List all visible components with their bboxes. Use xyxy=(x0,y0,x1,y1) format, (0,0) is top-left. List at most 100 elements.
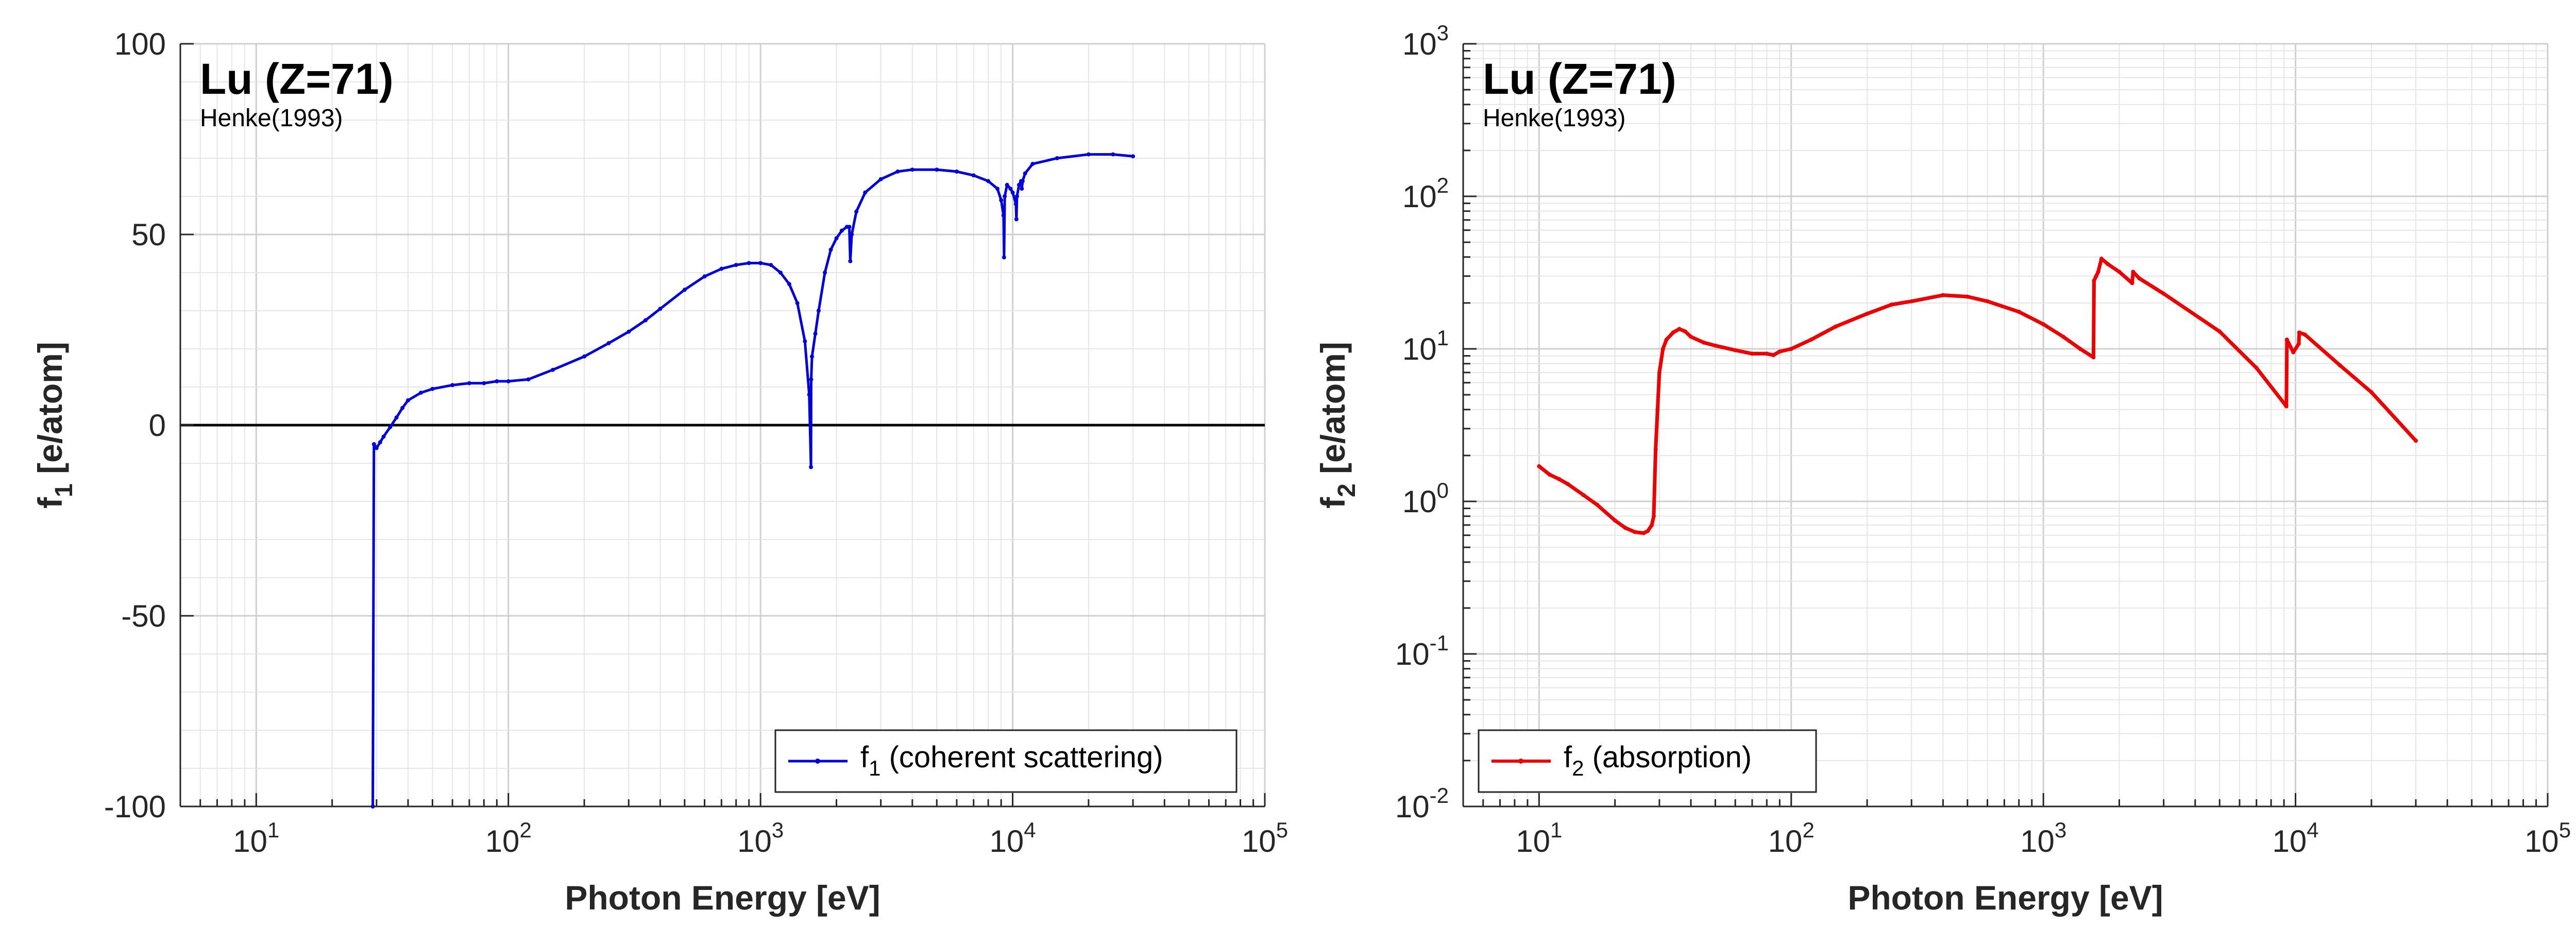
chart-1-x-tick-label-exponent: 2 xyxy=(519,818,531,842)
chart-1-x-tick-label-base: 10 xyxy=(1242,824,1276,859)
chart-2-y-tick-label: 102 xyxy=(1402,173,1449,214)
chart-1-data-point xyxy=(803,339,807,344)
chart-1-data-point xyxy=(450,383,455,388)
chart-1-data-point xyxy=(419,391,423,395)
chart-1-data-point xyxy=(1055,156,1059,160)
chart-2-data-point xyxy=(2284,404,2289,409)
chart-2-data-point xyxy=(1623,526,1628,530)
chart-2-data-point xyxy=(1613,518,1617,523)
chart-1-x-tick-label-exponent: 3 xyxy=(772,818,784,842)
chart-1-data-point xyxy=(682,288,687,292)
chart-2-data-point xyxy=(2137,276,2142,281)
chart-1-data-point xyxy=(1086,152,1091,157)
chart-2-subtitle: Henke(1993) xyxy=(1483,105,1626,132)
chart-2-data-point xyxy=(2106,262,2110,266)
chart-1-data-point xyxy=(854,209,859,214)
chart-2-x-tick-label-base: 10 xyxy=(1768,824,1803,859)
chart-2-y-tick-label: 100 xyxy=(1402,478,1449,519)
chart-2-data-point xyxy=(2078,347,2082,351)
chart-1-data-point xyxy=(807,392,811,397)
chart-2-grid xyxy=(1463,43,2549,808)
chart-1-x-tick-label-exponent: 5 xyxy=(1276,818,1288,842)
chart-2-y-tick-label: 103 xyxy=(1402,21,1449,61)
chart-1-data-point xyxy=(467,381,471,385)
chart-2-y-axis-label-main: f xyxy=(1314,497,1352,509)
chart-1-data-point xyxy=(955,169,959,174)
chart-2-y-axis-label: f2 [e/atom] xyxy=(1314,342,1361,509)
chart-1-legend-label-main: f xyxy=(860,741,869,774)
chart-2-legend xyxy=(1478,729,1817,793)
chart-2-x-tick-label-base: 10 xyxy=(1516,824,1550,859)
chart-1-data-point xyxy=(895,169,900,174)
chart-2-data-point xyxy=(2096,270,2100,274)
chart-1-data-point xyxy=(878,177,883,181)
chart-2-y-tick-label-base: 10 xyxy=(1402,332,1437,366)
chart-1-legend-label-sub: 1 xyxy=(869,756,880,780)
chart-1-y-axis-label-sub: 1 xyxy=(50,483,78,497)
chart-2-data-point xyxy=(2130,281,2134,285)
chart-2-data-point xyxy=(2297,330,2301,335)
chart-1-data-point xyxy=(910,167,914,172)
chart-2-data-point xyxy=(1650,523,1654,527)
chart-1-legend-label: f1 (coherent scattering) xyxy=(860,741,1163,780)
chart-1-data-point xyxy=(971,173,976,178)
chart-2-x-axis-label: Photon Energy [eV] xyxy=(1848,879,2163,917)
chart-2-y-tick-label-base: 10 xyxy=(1402,27,1437,61)
chart-1-data-point xyxy=(1020,187,1024,191)
chart-2-data-point xyxy=(1809,338,1814,342)
chart-1-data-point xyxy=(1002,255,1006,260)
chart-1-data-point xyxy=(388,425,393,429)
chart-2-data-point xyxy=(2094,274,2098,278)
chart-1-data-point xyxy=(719,266,724,271)
chart-2-data-point xyxy=(1633,530,1637,534)
chart-1-data-point xyxy=(1014,217,1019,222)
chart-2-x-tick-label-base: 10 xyxy=(2524,824,2559,859)
chart-2-data-point xyxy=(2291,350,2296,355)
chart-2-data-point xyxy=(1965,294,1970,299)
chart-1-data-point xyxy=(935,167,939,172)
chart-2-legend-label: f2 (absorption) xyxy=(1564,741,1752,780)
chart-2-data-point xyxy=(1595,502,1600,507)
chart-2-data-point xyxy=(1865,311,1870,316)
chart-2-data-point xyxy=(2337,363,2342,367)
chart-1-data-point xyxy=(828,247,833,252)
chart-1-legend-marker xyxy=(815,759,820,764)
chart-1-data-point xyxy=(394,415,399,420)
chart-2-data-point xyxy=(2369,390,2374,395)
chart-2-x-tick-label: 104 xyxy=(2273,818,2319,859)
chart-2-data-point xyxy=(1581,493,1586,497)
chart-1-data-point xyxy=(778,271,783,275)
chart-2-data-point xyxy=(1566,482,1570,486)
chart-2-data-point xyxy=(1651,514,1656,518)
chart-1-data-point xyxy=(1014,194,1019,198)
chart-2-legend-marker xyxy=(1518,759,1523,764)
chart-2-data-point xyxy=(1655,407,1660,412)
chart-1-data-point xyxy=(550,367,555,372)
chart-2-data-point xyxy=(2414,439,2418,443)
chart-2-data-point xyxy=(2099,257,2104,261)
chart-2-data-point xyxy=(1789,347,1793,351)
chart-1-data-point xyxy=(1020,179,1025,183)
chart-1-data-point xyxy=(1023,171,1027,176)
chart-2-legend-label-rest: (absorption) xyxy=(1584,741,1752,774)
chart-2-y-tick-label: 101 xyxy=(1402,326,1449,366)
chart-2-series-points xyxy=(1537,257,2418,535)
chart-2-x-tick-label: 103 xyxy=(2020,818,2066,859)
chart-2-data-point xyxy=(1889,302,1894,307)
chart-1-data-point xyxy=(400,406,405,410)
chart-1-data-point xyxy=(795,301,800,306)
chart-1-x-axis-label: Photon Energy [eV] xyxy=(565,879,880,917)
chart-2-data-point xyxy=(2061,334,2065,339)
chart-2-title: Lu (Z=71) xyxy=(1483,55,1676,103)
chart-2-data-point xyxy=(1657,370,1662,375)
chart-2-data-point xyxy=(1941,293,1945,297)
chart-2-y-tick-label: 10-2 xyxy=(1395,783,1449,824)
chart-2-data-point xyxy=(2296,342,2301,346)
chart-2-data-point xyxy=(1660,347,1665,351)
chart-1-x-tick-label: 103 xyxy=(737,818,784,859)
chart-2-y-tick-label-exponent: -1 xyxy=(1430,631,1449,655)
chart-2-data-point xyxy=(1777,349,1782,354)
chart-1-x-tick-label: 105 xyxy=(1242,818,1288,859)
